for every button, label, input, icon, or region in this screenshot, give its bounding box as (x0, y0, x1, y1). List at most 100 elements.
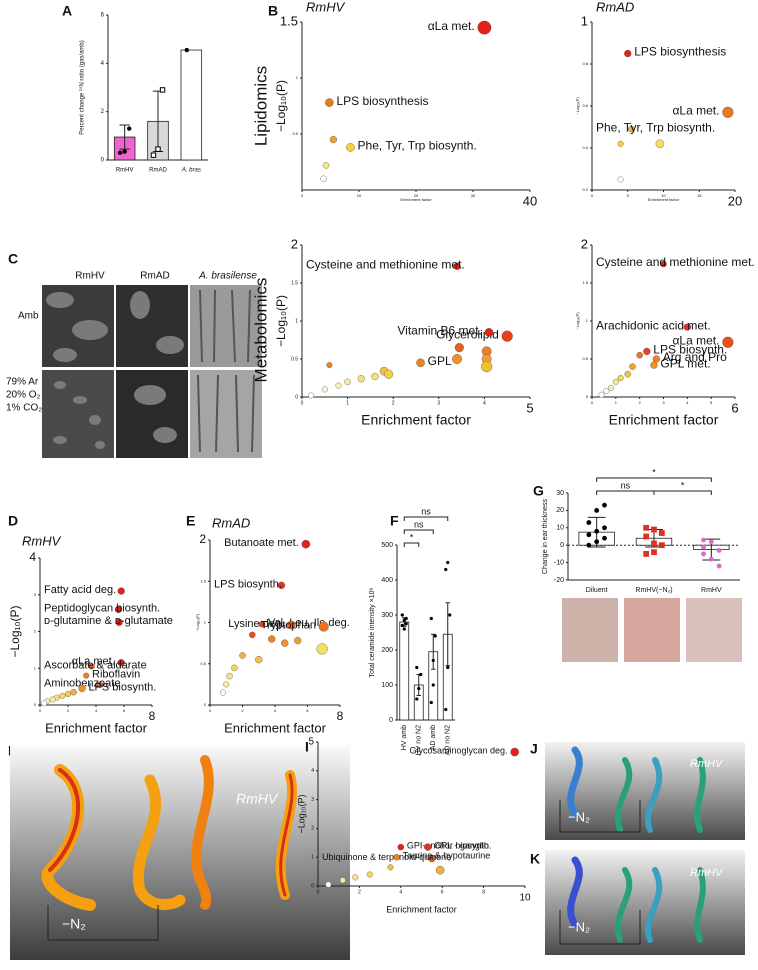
point-label: Riboflavin (92, 669, 140, 681)
data-point (448, 613, 452, 617)
y-tick-label: -20 (554, 577, 564, 584)
y-tick-label: 0 (389, 717, 393, 724)
y-tick-label: 4 (29, 550, 36, 564)
bubble (660, 260, 667, 268)
photo (562, 598, 618, 662)
bubble (683, 323, 691, 331)
x-axis-label: Enrichment factor (224, 720, 327, 735)
y-tick-label: 200 (381, 647, 393, 654)
data-point (127, 126, 132, 131)
data-point (404, 616, 408, 621)
significance-bracket (596, 490, 655, 495)
bubble (223, 681, 230, 688)
point-label: Glycosaminoglycan deg. (409, 745, 507, 755)
bubble (294, 637, 302, 645)
bubble (301, 539, 311, 549)
y-tick-label: 2 (199, 532, 206, 546)
x-tick-label: 2 (392, 400, 395, 406)
image-label: RmHV (690, 758, 724, 770)
y-axis-label: −Log₁₀(P) (575, 312, 580, 330)
bubble (239, 652, 246, 659)
bubble (344, 378, 351, 386)
point-label: Arg and Pro (663, 350, 727, 364)
x-tick-label: 20 (414, 193, 419, 198)
photo (686, 598, 742, 662)
x-tick-label: 0 (39, 708, 42, 713)
y-tick-label: 1.5 (582, 280, 588, 285)
y-axis-label: Percent change ¹⁵N ratio (gas/amb) (79, 40, 86, 135)
bubble (258, 620, 266, 628)
point-label: Cysteine and methionine met. (596, 255, 755, 269)
y-tick-label: 0 (560, 542, 564, 549)
significance-bracket (403, 542, 420, 547)
error-bar (119, 124, 130, 150)
y-tick-label: 400 (381, 577, 393, 584)
x-tick-label: AD no N2 (445, 725, 452, 755)
bubble (435, 865, 445, 875)
bracket (559, 910, 641, 945)
data-point (415, 697, 419, 701)
x-tick-label: 20 (728, 193, 742, 208)
column-label: RmHV (75, 271, 105, 282)
data-point (429, 616, 433, 621)
y-tick-label: 1 (586, 318, 589, 323)
y-tick-label: 0 (204, 702, 207, 707)
data-point (651, 549, 657, 556)
bubble (335, 382, 342, 389)
bubble (219, 689, 226, 696)
bubble (255, 655, 263, 664)
bubble (41, 700, 48, 707)
data-point (643, 551, 650, 557)
x-tick-label: 3 (437, 400, 440, 406)
y-tick-label: 0.5 (200, 661, 206, 666)
bubble (628, 125, 635, 133)
y-tick-label: 0 (34, 702, 37, 707)
y-tick-label: 0 (311, 883, 314, 889)
y-tick-label: 1 (296, 75, 299, 80)
point-label: GPL - ganglio (434, 840, 489, 850)
chart: −Log₁₀(P) 0 0.5 1 1.5 2 0 1 2 3 4 5 6 Enrichment fact… (575, 236, 755, 427)
data-point (586, 532, 592, 538)
panel-letter: C (8, 251, 18, 267)
bubble (454, 343, 464, 353)
x-axis-label: Enrichment factor (609, 412, 719, 428)
bracket-label: −N₂ (62, 916, 86, 932)
data-point (716, 548, 722, 553)
bubble (325, 98, 334, 107)
y-axis-label: −Log₁₀(P) (8, 605, 22, 657)
x-tick-label: 1 (615, 400, 618, 405)
point-label: Glycerolipid (436, 327, 499, 341)
x-tick-label: 1 (346, 400, 349, 406)
x-axis-label: Enrichment factor (400, 197, 432, 202)
chart: I −Log₁₀(P) 0 1 2 3 4 5 0 2 4 6 8 10 Enrichment factor… (296, 737, 531, 915)
x-tick-label: Diluent (586, 587, 608, 594)
y-tick-label: 6 (101, 13, 105, 19)
x-axis-label: Enrichment factor (386, 904, 457, 914)
bubble (722, 336, 734, 348)
data-point (708, 539, 714, 545)
x-tick-label: 2 (358, 889, 361, 895)
data-point (586, 542, 592, 548)
y-tick-label: 30 (556, 490, 564, 497)
data-point (431, 683, 435, 687)
bubble (722, 106, 734, 118)
y-tick-label: 0.8 (582, 61, 588, 66)
bubble (321, 386, 328, 393)
data-point (701, 537, 706, 543)
y-tick-label: 1.5 (280, 13, 298, 28)
bubble (114, 605, 123, 614)
x-tick-label: 10 (357, 193, 362, 198)
x-tick-label: 5 (627, 193, 630, 198)
bubble (371, 372, 379, 381)
x-tick-label: 10 (661, 193, 666, 198)
panel-j: J −N₂ RmHV (530, 741, 745, 840)
error-bar (445, 602, 450, 667)
x-tick-label: 8 (482, 889, 485, 895)
y-tick-label: 0.5 (292, 131, 298, 136)
bubble (424, 843, 432, 851)
bracket-label: −N₂ (568, 809, 590, 824)
data-point (419, 672, 423, 677)
image-label: RmHV (690, 867, 724, 879)
x-tick-label: 0 (591, 400, 594, 405)
